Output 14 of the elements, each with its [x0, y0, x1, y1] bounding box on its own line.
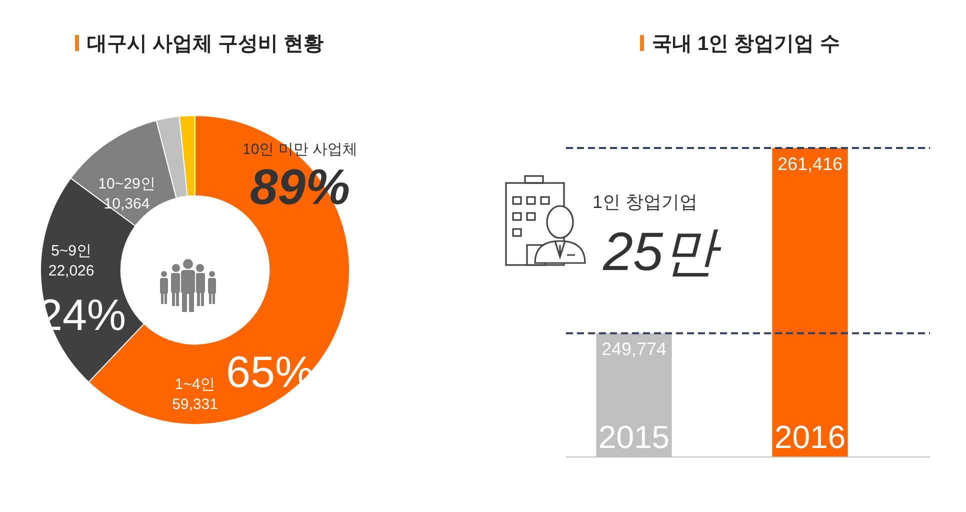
data-label: 22,026	[48, 262, 94, 280]
data-label: 59,331	[172, 396, 218, 414]
chart-title: 국내 1인 창업기업 수	[652, 33, 840, 55]
slice-label: 1~4인	[174, 376, 216, 394]
data-label: 10,364	[104, 195, 150, 212]
annotation: 25만	[602, 222, 722, 282]
x-tick-label: 2016	[774, 418, 846, 455]
data-label: 249,774	[601, 339, 667, 360]
slice-label: 10~29인	[98, 175, 156, 192]
chart-title: 대구시 사업체 구성비 현황	[87, 33, 324, 55]
data-label: 261,416	[777, 154, 843, 174]
slice-label: 5~9인	[51, 242, 92, 260]
annotation: 1인 창업기업	[592, 192, 698, 212]
x-tick-label: 2015	[598, 418, 670, 455]
